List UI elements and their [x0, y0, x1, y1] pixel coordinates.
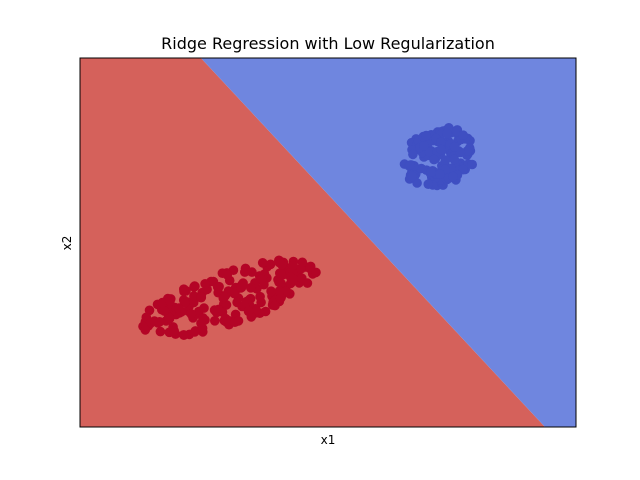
scatter-point-series-1 [210, 316, 220, 326]
scatter-point-series-0 [436, 137, 446, 147]
scatter-point-series-1 [297, 257, 308, 268]
scatter-point-series-1 [256, 274, 267, 284]
scatter-point-series-0 [429, 154, 439, 165]
scatter-point-series-1 [186, 309, 196, 319]
decision-region-class-blue [200, 58, 576, 427]
scatter-point-series-1 [247, 267, 257, 277]
scatter-point-series-1 [233, 316, 244, 326]
x-axis-label: x1 [321, 433, 336, 447]
scatter-point-series-0 [421, 130, 432, 141]
scatter-point-series-1 [157, 297, 168, 308]
scatter-point-series-1 [189, 281, 200, 291]
scatter-point-series-1 [274, 286, 285, 296]
scatter-point-series-0 [442, 128, 452, 139]
scatter-point-series-1 [265, 259, 276, 270]
scatter-point-series-0 [419, 141, 429, 151]
scatter-point-series-1 [219, 292, 230, 302]
scatter-point-series-1 [288, 260, 298, 271]
scatter-point-series-0 [436, 144, 447, 155]
scatter-point-series-0 [467, 159, 478, 170]
scatter-point-series-1 [274, 257, 285, 268]
scatter-point-series-1 [246, 283, 256, 293]
scatter-point-series-0 [449, 154, 460, 165]
scatter-point-series-1 [179, 286, 189, 297]
chart-title: Ridge Regression with Low Regularization [161, 34, 495, 53]
scatter-point-series-0 [449, 141, 460, 152]
scatter-point-series-1 [189, 327, 200, 337]
scatter-point-series-1 [243, 306, 254, 317]
scatter-point-series-1 [196, 292, 207, 303]
scatter-point-series-1 [257, 258, 268, 268]
scatter-point-series-0 [426, 167, 437, 177]
scatter-point-series-1 [255, 291, 265, 302]
scatter-point-series-1 [174, 303, 184, 313]
scatter-point-series-0 [435, 169, 445, 179]
scatter-point-series-0 [408, 149, 418, 160]
plot-area [80, 58, 576, 427]
scatter-point-series-0 [448, 171, 458, 182]
scatter-point-series-1 [240, 267, 250, 277]
scatter-point-series-1 [214, 281, 224, 292]
scatter-point-series-1 [198, 313, 208, 323]
scatter-point-series-1 [305, 261, 316, 272]
scatter-point-series-1 [155, 326, 166, 337]
scatter-point-series-1 [179, 330, 189, 340]
scatter-point-series-1 [169, 326, 179, 336]
scatter-point-series-1 [189, 291, 199, 301]
scatter-point-series-1 [266, 286, 276, 297]
scatter-point-series-0 [458, 130, 468, 140]
scatter-point-series-0 [412, 178, 422, 188]
scatter-point-series-1 [275, 293, 286, 304]
scatter-point-series-1 [200, 279, 210, 289]
scatter-point-series-1 [217, 268, 228, 279]
scatter-point-series-0 [424, 147, 435, 157]
scatter-point-series-1 [232, 297, 242, 308]
plot-frame [79, 57, 577, 428]
scatter-point-series-1 [270, 300, 280, 311]
scatter-point-series-1 [209, 305, 220, 315]
scatter-point-series-1 [236, 282, 247, 293]
scatter-point-series-1 [288, 274, 299, 284]
scatter-point-series-1 [164, 313, 175, 324]
scatter-point-series-0 [407, 171, 418, 182]
scatter-point-series-1 [199, 303, 209, 313]
scatter-point-series-1 [197, 323, 208, 334]
scatter-point-series-1 [274, 277, 284, 288]
scatter-point-series-0 [440, 155, 451, 165]
scatter-point-series-0 [423, 179, 434, 189]
scatter-point-series-1 [140, 325, 151, 335]
scatter-point-series-1 [154, 317, 165, 327]
scatter-point-series-1 [302, 278, 313, 288]
y-axis-label: x2 [60, 236, 74, 251]
scatter-point-series-0 [405, 160, 416, 170]
scatter-point-series-1 [165, 296, 175, 307]
scatter-points [138, 123, 478, 340]
scatter-point-series-1 [159, 306, 169, 316]
